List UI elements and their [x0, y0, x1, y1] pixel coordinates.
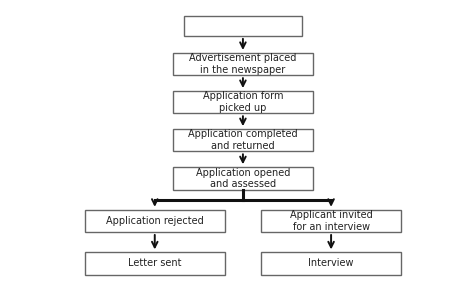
FancyBboxPatch shape [184, 16, 301, 36]
FancyBboxPatch shape [85, 252, 225, 275]
FancyBboxPatch shape [173, 91, 313, 113]
Text: Application completed
and returned: Application completed and returned [188, 129, 298, 151]
Text: Application form
picked up: Application form picked up [203, 91, 283, 113]
FancyBboxPatch shape [173, 167, 313, 189]
FancyBboxPatch shape [261, 210, 401, 232]
Text: Advertisement placed
in the newspaper: Advertisement placed in the newspaper [189, 53, 297, 75]
Text: Application rejected: Application rejected [106, 216, 204, 226]
FancyBboxPatch shape [173, 129, 313, 151]
Text: Application opened
and assessed: Application opened and assessed [196, 168, 290, 189]
Text: Interview: Interview [309, 258, 354, 269]
Text: Applicant invited
for an interview: Applicant invited for an interview [290, 210, 373, 232]
FancyBboxPatch shape [85, 210, 225, 232]
FancyBboxPatch shape [173, 53, 313, 75]
Text: Letter sent: Letter sent [128, 258, 182, 269]
FancyBboxPatch shape [261, 252, 401, 275]
